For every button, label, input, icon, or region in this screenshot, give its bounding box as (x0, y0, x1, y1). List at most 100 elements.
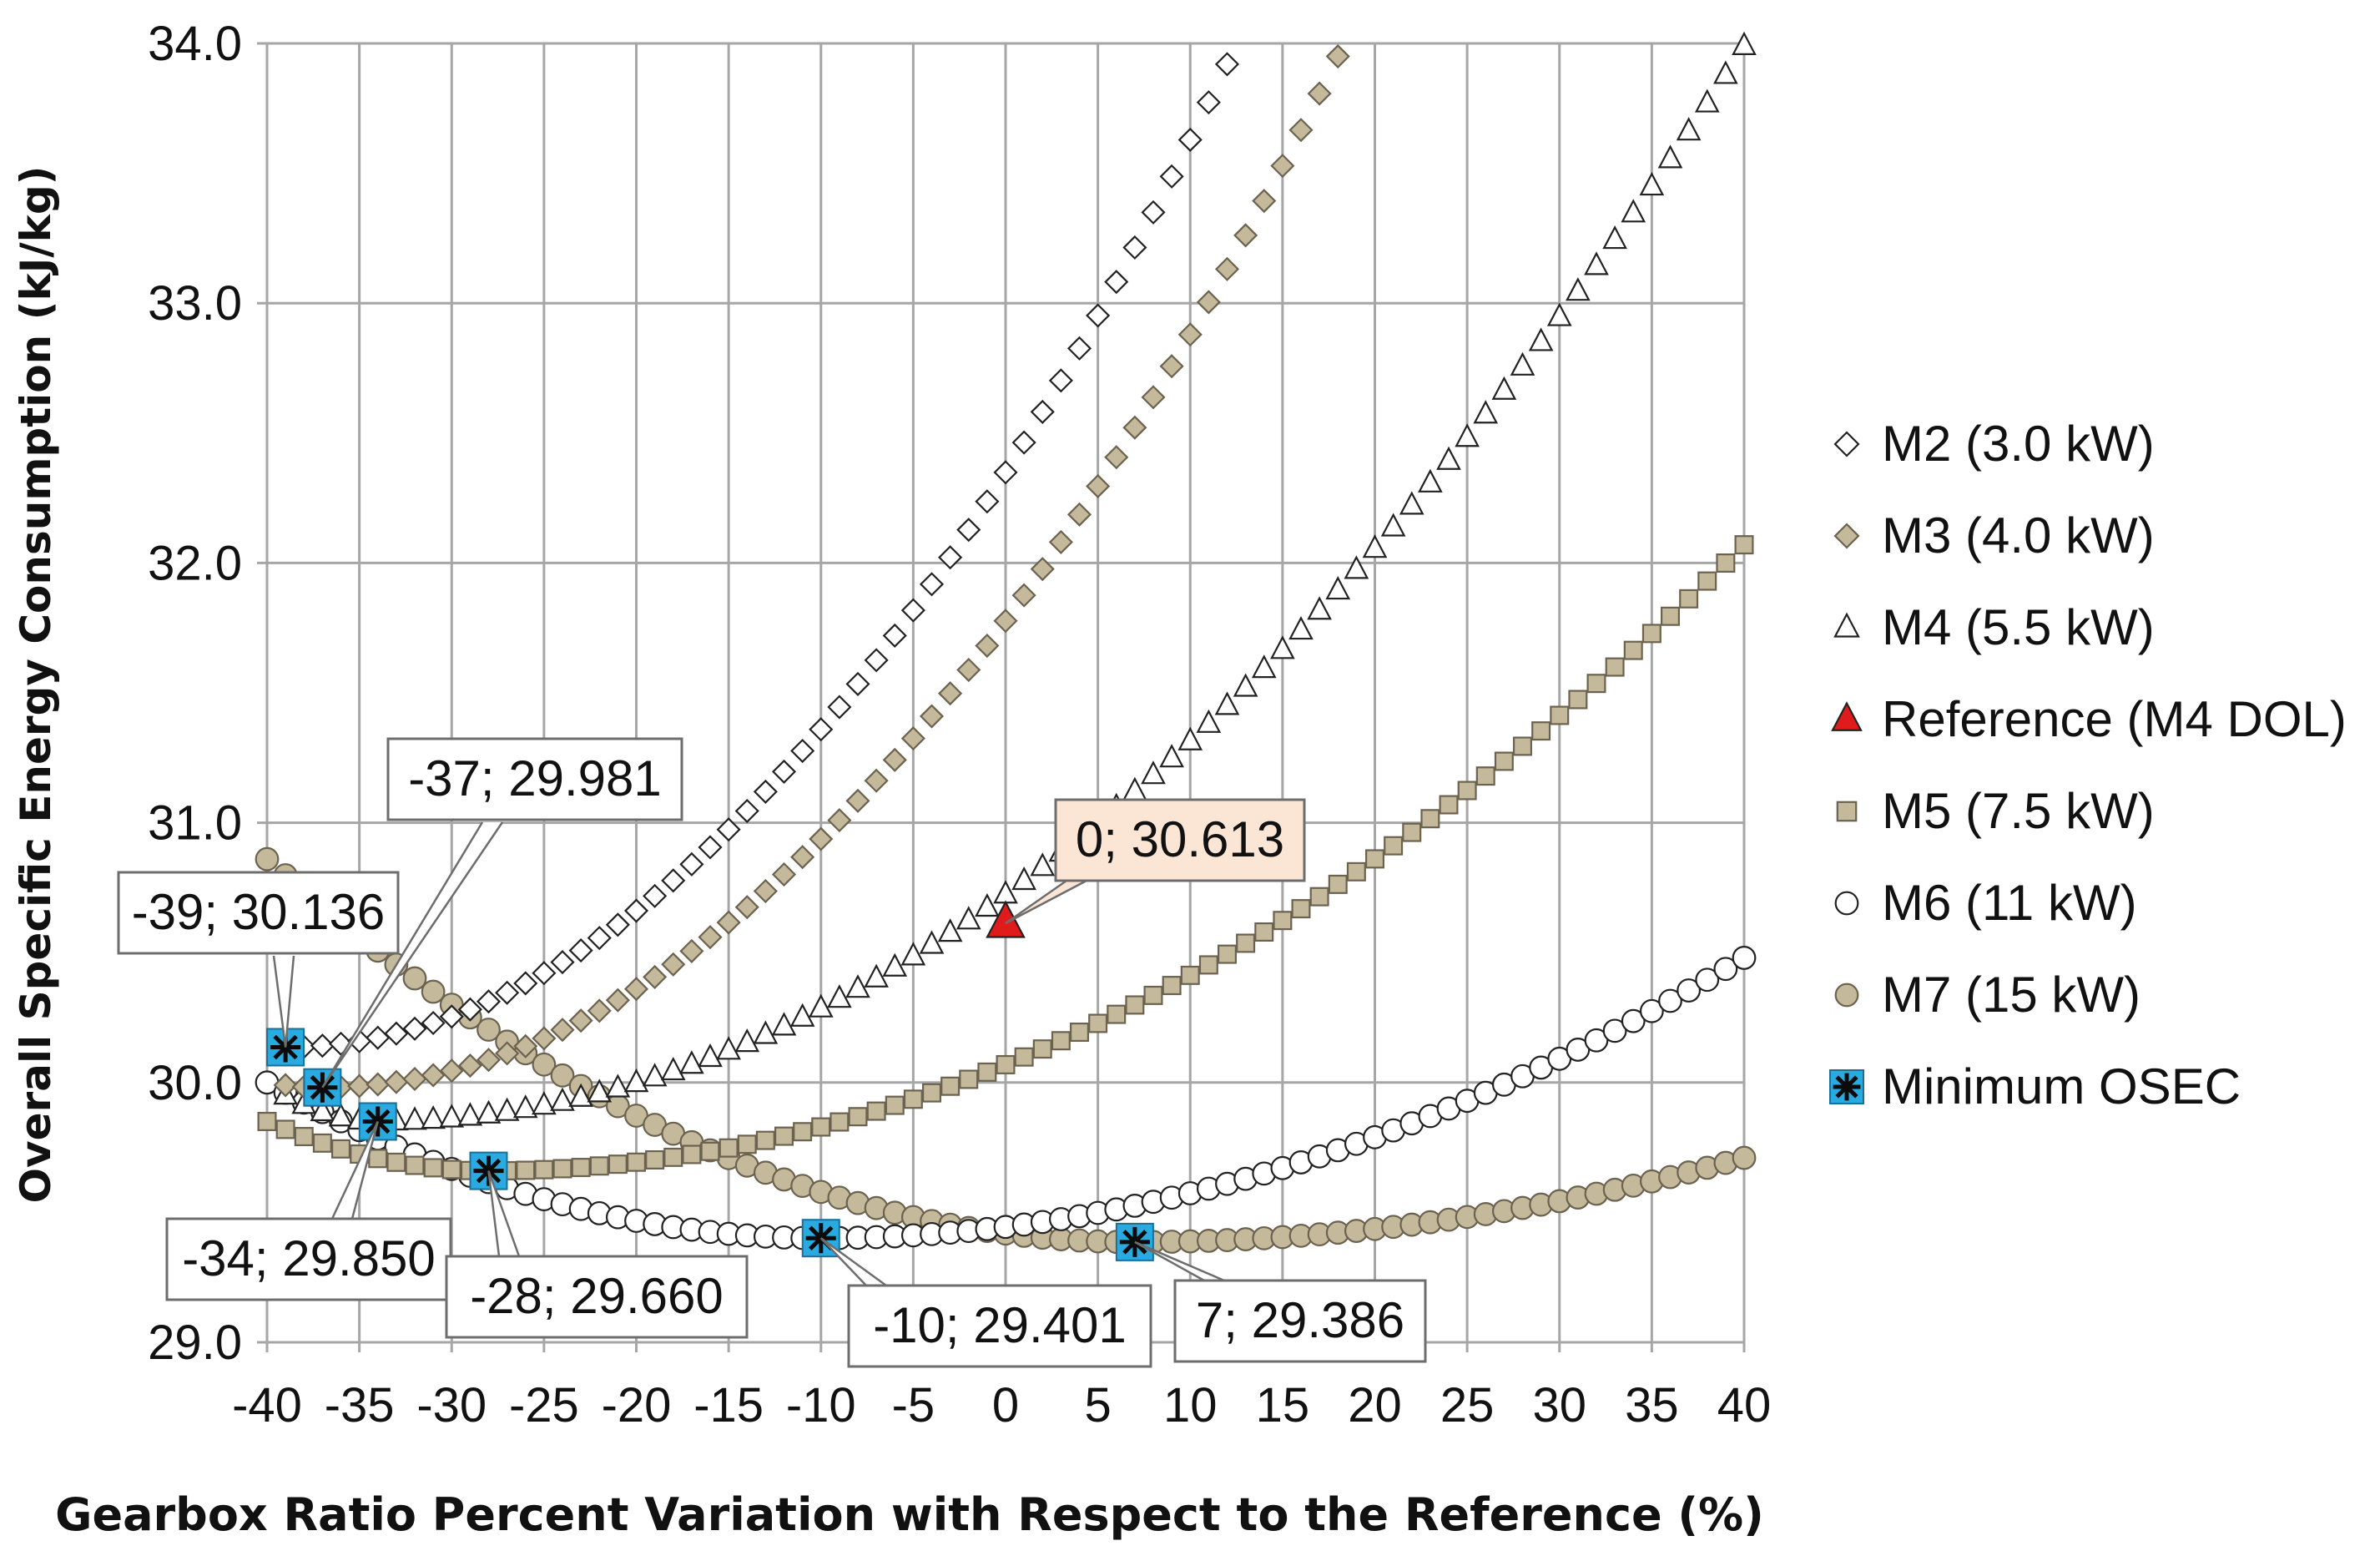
data-point (811, 1117, 831, 1137)
data-point (1122, 235, 1147, 260)
data-point (1639, 172, 1665, 196)
data-point (1254, 922, 1274, 942)
callout-box (165, 1217, 452, 1301)
x-tick-label: 30 (1532, 1378, 1586, 1432)
data-point (1639, 998, 1664, 1023)
data-point (1623, 640, 1643, 660)
data-point (1716, 553, 1736, 573)
data-point (477, 1018, 501, 1042)
data-point (1141, 200, 1166, 225)
data-point (1380, 513, 1406, 537)
data-point (1732, 31, 1757, 55)
data-point (516, 1160, 536, 1180)
data-point (1621, 1008, 1646, 1033)
x-tick-label: 35 (1625, 1378, 1679, 1432)
data-point (513, 1033, 538, 1058)
data-point (1104, 445, 1129, 470)
data-point (1180, 965, 1200, 985)
data-point (1676, 117, 1702, 141)
data-point (1273, 911, 1293, 931)
data-point (310, 1097, 335, 1122)
data-point (1030, 557, 1055, 582)
data-point (919, 572, 945, 597)
data-point (568, 938, 593, 963)
data-point (698, 835, 723, 860)
y-tick-label: 29.0 (148, 1316, 242, 1370)
callout-box (445, 1255, 749, 1339)
callout: -37; 29.981 (321, 737, 683, 1089)
data-point (1734, 535, 1754, 555)
data-point (698, 1043, 723, 1068)
data-point (623, 977, 649, 1002)
y-tick-label: 34.0 (148, 17, 242, 71)
data-point (679, 851, 704, 877)
data-point (921, 1083, 941, 1103)
x-tick-label: 15 (1256, 1378, 1310, 1432)
data-point (1586, 674, 1606, 694)
data-point (275, 1119, 295, 1139)
data-point (1364, 849, 1384, 869)
legend-marker (1831, 701, 1863, 731)
legend-label: M7 (15 kW) (1882, 967, 2140, 1023)
data-point (421, 979, 446, 1004)
data-point (626, 1152, 646, 1172)
data-point (1602, 1018, 1627, 1043)
data-point (1014, 1047, 1034, 1067)
data-point (476, 1099, 502, 1124)
data-point (1251, 654, 1277, 679)
data-point (1528, 327, 1554, 351)
legend-label: M4 (5.5 kW) (1882, 599, 2155, 655)
legend-label: M2 (3.0 kW) (1882, 416, 2155, 472)
data-point (809, 826, 834, 851)
data-point (1455, 423, 1480, 447)
data-point (737, 1134, 757, 1154)
data-point (495, 980, 520, 1005)
data-point (439, 1058, 464, 1084)
data-point (402, 1106, 427, 1130)
data-point (1159, 164, 1184, 189)
callout: -34; 29.850 (165, 1120, 452, 1301)
data-point (1732, 946, 1757, 970)
data-point (679, 1050, 704, 1074)
data-point (903, 1089, 923, 1109)
data-point (682, 1144, 702, 1164)
data-point (845, 671, 870, 696)
legend: M2 (3.0 kW) M3 (4.0 kW) M4 (5.5 kW) Referen… (1829, 416, 2347, 1114)
data-point (698, 925, 723, 950)
data-point (1475, 766, 1495, 786)
data-point (643, 883, 668, 908)
data-point (1713, 957, 1738, 982)
callout-label: -39; 30.136 (132, 884, 386, 940)
data-point (1307, 81, 1332, 106)
data-point (642, 1063, 668, 1087)
data-point (845, 788, 870, 813)
data-point (273, 1073, 298, 1098)
data-point (1270, 154, 1295, 179)
callout: 0; 30.613 (1005, 798, 1306, 925)
data-point (1732, 1145, 1757, 1170)
data-point (568, 1008, 593, 1033)
callout-layer: -39; 30.136 -37; 29.981 -34; 29.850 -28; 29… (117, 737, 1427, 1368)
callout-box (1054, 798, 1306, 882)
data-point (845, 974, 870, 998)
x-tick-label: 40 (1717, 1378, 1772, 1432)
data-point (1399, 491, 1424, 515)
data-point (1125, 995, 1145, 1015)
data-point (716, 1036, 741, 1060)
data-point (1512, 736, 1532, 756)
data-point (1384, 836, 1404, 856)
legend-label: M6 (11 kW) (1882, 875, 2137, 931)
data-point (457, 1053, 482, 1079)
data-point (1066, 336, 1092, 361)
data-point (384, 1021, 409, 1046)
data-point (1177, 322, 1203, 347)
data-point (457, 1102, 483, 1126)
x-tick-label: 20 (1348, 1378, 1402, 1432)
legend-marker (1834, 983, 1859, 1008)
data-point (1550, 705, 1570, 725)
legend-marker (1829, 1069, 1864, 1104)
data-point (1217, 944, 1237, 964)
data-point (534, 1159, 554, 1180)
data-point (331, 1139, 351, 1159)
data-point (1086, 303, 1111, 328)
